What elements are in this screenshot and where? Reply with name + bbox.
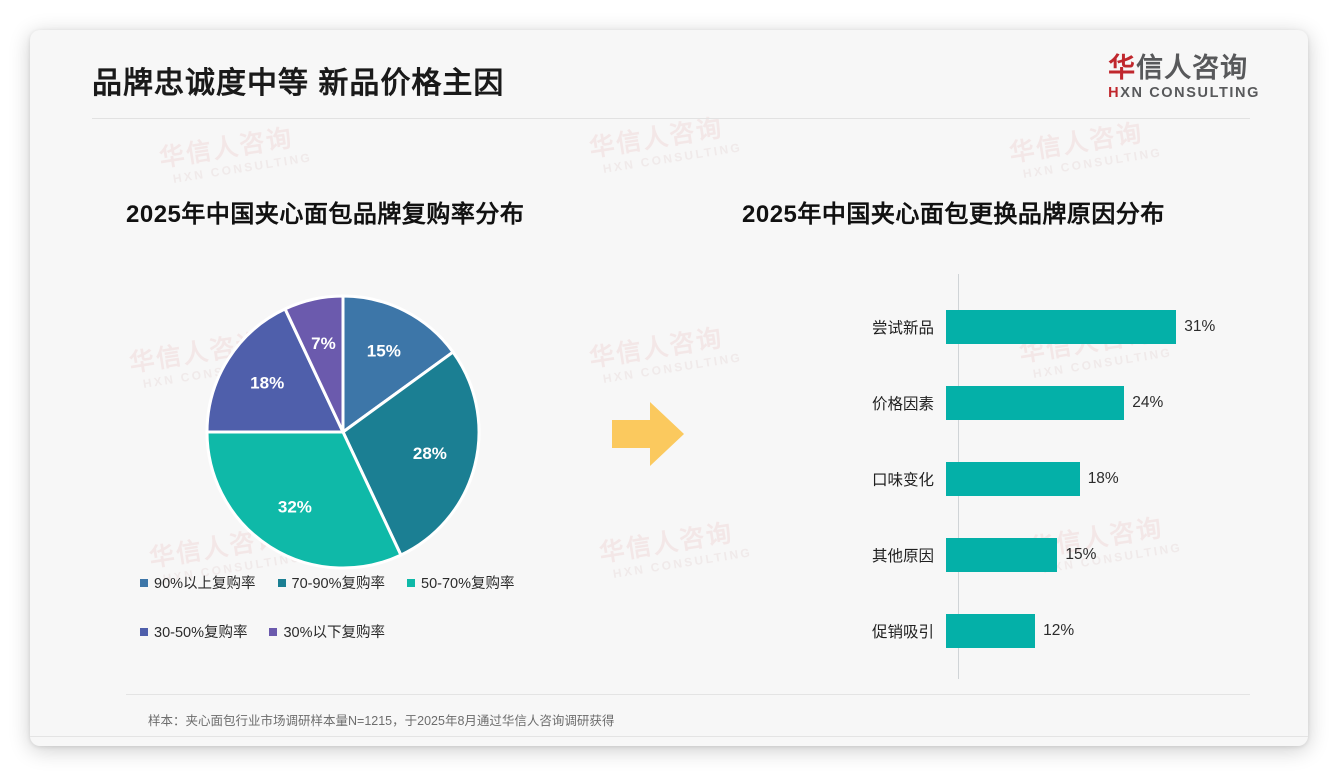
- legend-swatch: [140, 627, 148, 636]
- legend-swatch: [407, 578, 416, 587]
- bar-value-label: 12%: [1043, 622, 1075, 639]
- legend-swatch: [140, 578, 148, 587]
- bar-chart: 尝试新品 31% 价格因素 24% 口味变化 18% 其他原因 15% 促销吸引 12%: [730, 274, 1250, 679]
- bar-chart-title: 2025年中国夹心面包更换品牌原因分布: [742, 201, 1165, 228]
- bar-track: 31%: [946, 310, 1250, 344]
- legend-row: 90%以上复购率 70-90%复购率 50-70%复购率: [140, 572, 610, 593]
- logo-chinese-rest: 信人咨询: [1136, 53, 1249, 83]
- right-arrow-icon: [612, 400, 684, 468]
- bar-fill: [946, 462, 1080, 496]
- pie-chart-legend: 90%以上复购率 70-90%复购率 50-70%复购率 30-50%复购率 30%以…: [140, 572, 610, 670]
- legend-label: 30%以下复购率: [283, 625, 386, 641]
- slide-card: 华信人咨询 HXN CONSULTING 华信人咨询 HXN CONSULTING …: [30, 30, 1308, 746]
- bar-value-label: 18%: [1087, 470, 1119, 487]
- page-title: 品牌忠诚度中等 新品价格主因: [92, 67, 505, 100]
- bar-chart-row[interactable]: 促销吸引 12%: [730, 614, 1250, 648]
- legend-label: 30-50%复购率: [154, 625, 248, 641]
- bar-fill: [946, 614, 1036, 648]
- bar-value-label: 31%: [1184, 318, 1216, 335]
- legend-row: 30-50%复购率 30%以下复购率: [140, 621, 610, 642]
- bar-chart-row[interactable]: 价格因素 24%: [730, 386, 1250, 420]
- legend-item[interactable]: 50-70%复购率: [407, 572, 515, 593]
- pie-slice: [341, 349, 481, 558]
- pie-slice-label: 32%: [278, 497, 312, 516]
- bar-value-label: 15%: [1065, 546, 1097, 563]
- bar-chart-row[interactable]: 口味变化 18%: [730, 462, 1250, 496]
- pie-slice-label: 18%: [250, 373, 284, 392]
- footnote-divider: [126, 694, 1250, 695]
- bar-fill: [946, 538, 1058, 572]
- bar-fill: [946, 386, 1125, 420]
- pie-slice-label: 15%: [367, 341, 401, 360]
- bar-track: 15%: [946, 538, 1250, 572]
- header-divider: [92, 118, 1250, 119]
- bar-track: 24%: [946, 386, 1250, 420]
- brand-logo: 华信人咨询 HXN CONSULTING: [1108, 54, 1260, 103]
- pie-slice: [205, 430, 403, 570]
- bar-category-label: 价格因素: [871, 396, 934, 413]
- bar-chart-row[interactable]: 尝试新品 31%: [730, 310, 1250, 344]
- pie-slice: [283, 294, 345, 433]
- bar-category-label: 尝试新品: [871, 320, 934, 337]
- legend-label: 70-90%复购率: [291, 576, 386, 592]
- logo-english-rest: XN CONSULTING: [1120, 85, 1260, 102]
- bar-value-label: 24%: [1132, 394, 1164, 411]
- bar-track: 12%: [946, 614, 1250, 648]
- logo-chinese: 华信人咨询: [1108, 54, 1260, 82]
- legend-label: 90%以上复购率: [154, 576, 256, 592]
- pie-chart-title: 2025年中国夹心面包品牌复购率分布: [126, 201, 525, 228]
- logo-english: HXN CONSULTING: [1108, 85, 1260, 102]
- legend-item[interactable]: 70-90%复购率: [277, 572, 386, 593]
- footer-divider: [30, 736, 1308, 737]
- pie-chart: 15% 28% 32% 18% 7%: [205, 294, 481, 570]
- legend-label: 50-70%复购率: [421, 576, 515, 592]
- right-arrow-svg: [612, 402, 684, 466]
- legend-swatch: [277, 578, 286, 587]
- bar-fill: [946, 310, 1177, 344]
- sample-footnote: 样本：夹心面包行业市场调研样本量N=1215，于2025年8月通过华信人咨询调研…: [148, 714, 615, 728]
- pie-slice: [341, 294, 456, 435]
- legend-item[interactable]: 90%以上复购率: [140, 572, 256, 593]
- pie-slice-label: 7%: [311, 334, 336, 353]
- logo-chinese-accent: 华: [1108, 53, 1137, 83]
- legend-item[interactable]: 30%以下复购率: [269, 621, 385, 642]
- pie-slice-label: 28%: [413, 444, 447, 463]
- pie-chart-svg: 15% 28% 32% 18% 7%: [205, 294, 481, 570]
- slide-body: 2025年中国夹心面包品牌复购率分布 2025年中国夹心面包更换品牌原因分布 1…: [30, 124, 1308, 684]
- bar-track: 18%: [946, 462, 1250, 496]
- bar-category-label: 其他原因: [871, 548, 934, 565]
- legend-item[interactable]: 30-50%复购率: [140, 621, 247, 642]
- pie-slice: [205, 306, 346, 434]
- logo-english-accent: H: [1108, 85, 1121, 102]
- bar-chart-row[interactable]: 其他原因 15%: [730, 538, 1250, 572]
- bar-category-label: 促销吸引: [871, 624, 934, 641]
- bar-category-label: 口味变化: [871, 472, 934, 489]
- slide-header: 品牌忠诚度中等 新品价格主因 华信人咨询 HXN CONSULTING: [30, 30, 1308, 124]
- legend-swatch: [269, 627, 278, 636]
